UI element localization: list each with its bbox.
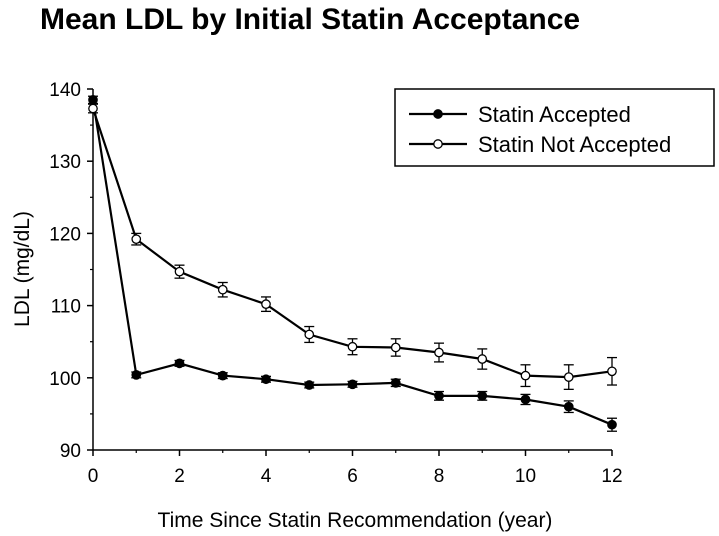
x-tick-label: 12	[601, 466, 622, 487]
axes: 90 100 110 120 130 140 0 2 4 6 8 10 12	[49, 80, 622, 487]
x-tick-label: 2	[174, 466, 185, 487]
data-point	[607, 419, 617, 430]
data-point	[261, 374, 271, 385]
data-point	[607, 366, 617, 377]
data-point	[131, 234, 142, 245]
y-tick-label: 120	[49, 224, 81, 245]
chart-title: Mean LDL by Initial Statin Acceptance	[40, 3, 580, 36]
y-tick-label: 100	[49, 369, 81, 390]
series-layer	[88, 94, 617, 432]
data-point	[304, 329, 315, 340]
data-point	[563, 372, 574, 382]
data-point	[347, 379, 358, 390]
data-point	[174, 266, 185, 277]
data-point	[390, 342, 401, 353]
data-point	[261, 299, 271, 310]
data-point	[347, 341, 358, 352]
legend-marker	[433, 109, 443, 119]
legend-marker	[433, 139, 443, 149]
data-point	[88, 103, 98, 114]
legend-box	[394, 88, 715, 167]
data-point	[434, 390, 444, 401]
data-point	[477, 390, 488, 401]
legend: Statin Accepted Statin Not Accepted	[394, 88, 715, 167]
x-tick-label: 8	[434, 466, 445, 487]
y-tick-label: 140	[49, 80, 81, 101]
data-point	[88, 94, 98, 105]
x-tick-label: 6	[347, 466, 358, 487]
data-point	[131, 370, 142, 380]
legend-label: Statin Not Accepted	[478, 132, 671, 157]
data-point	[390, 378, 401, 388]
data-point	[520, 394, 531, 405]
x-tick-label: 0	[88, 466, 99, 487]
x-axis-label: Time Since Statin Recommendation (year)	[158, 509, 553, 532]
data-point	[304, 380, 315, 390]
x-tick-label: 4	[261, 466, 272, 487]
data-point	[174, 358, 185, 369]
y-tick-label: 90	[60, 441, 81, 462]
watermark: 李药师谈健康	[634, 513, 712, 529]
data-point	[477, 354, 488, 364]
series-statin-not-accepted	[88, 103, 617, 391]
data-point	[217, 370, 228, 381]
data-point	[217, 284, 228, 295]
series-statin-accepted	[88, 94, 617, 432]
y-axis-label: LDL (mg/dL)	[11, 211, 34, 327]
legend-label: Statin Accepted	[478, 102, 631, 127]
data-point	[520, 370, 531, 381]
x-tick-label: 10	[515, 466, 536, 487]
data-point	[434, 347, 444, 358]
y-tick-label: 130	[49, 152, 81, 173]
y-tick-label: 110	[51, 297, 81, 318]
data-point	[563, 401, 574, 412]
